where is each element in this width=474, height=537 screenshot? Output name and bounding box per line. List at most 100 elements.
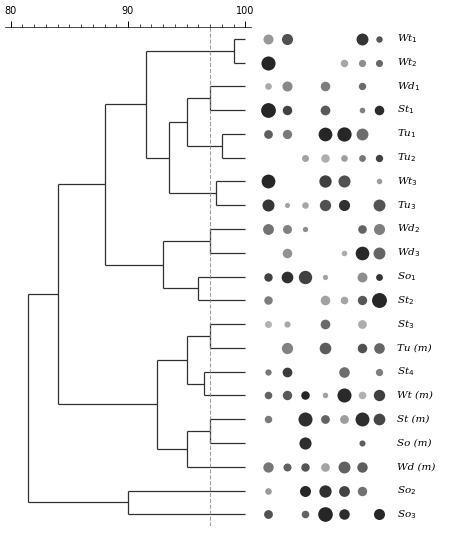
Text: Wt$_3$: Wt$_3$ <box>397 175 419 188</box>
Point <box>264 201 272 209</box>
Point <box>283 82 291 91</box>
Point <box>358 58 366 67</box>
Text: Tu$_3$: Tu$_3$ <box>397 199 417 212</box>
Point <box>283 462 291 471</box>
Point <box>340 415 347 424</box>
Point <box>264 177 272 186</box>
Point <box>283 106 291 114</box>
Text: Tu$_2$: Tu$_2$ <box>397 151 417 164</box>
Point <box>358 34 366 43</box>
Point <box>358 391 366 400</box>
Point <box>321 391 329 400</box>
Text: Wt$_2$: Wt$_2$ <box>397 56 418 69</box>
Point <box>358 249 366 257</box>
Point <box>301 201 309 209</box>
Point <box>375 296 383 304</box>
Point <box>321 462 329 471</box>
Point <box>321 272 329 281</box>
Point <box>264 129 272 138</box>
Text: Wt (m): Wt (m) <box>397 391 433 400</box>
Point <box>375 367 383 376</box>
Point <box>321 344 329 352</box>
Point <box>358 106 366 114</box>
Point <box>340 177 347 186</box>
Point <box>264 415 272 424</box>
Point <box>375 58 383 67</box>
Point <box>264 58 272 67</box>
Point <box>264 462 272 471</box>
Text: So$_2$: So$_2$ <box>397 484 417 497</box>
Point <box>264 367 272 376</box>
Point <box>340 296 347 304</box>
Point <box>283 129 291 138</box>
Text: St$_1$: St$_1$ <box>397 104 415 117</box>
Point <box>283 249 291 257</box>
Point <box>358 462 366 471</box>
Point <box>340 129 347 138</box>
Point <box>301 154 309 162</box>
Point <box>301 462 309 471</box>
Point <box>264 106 272 114</box>
Point <box>340 462 347 471</box>
Point <box>321 510 329 519</box>
Point <box>375 224 383 233</box>
Point <box>375 177 383 186</box>
Point <box>358 439 366 447</box>
Point <box>301 224 309 233</box>
Text: Wt$_1$: Wt$_1$ <box>397 32 419 45</box>
Point <box>358 224 366 233</box>
Point <box>340 367 347 376</box>
Point <box>283 201 291 209</box>
Point <box>358 82 366 91</box>
Point <box>340 58 347 67</box>
Point <box>301 487 309 495</box>
Point <box>321 415 329 424</box>
Point <box>340 391 347 400</box>
Text: Tu$_1$: Tu$_1$ <box>397 127 417 140</box>
Point <box>358 344 366 352</box>
Point <box>358 487 366 495</box>
Point <box>358 320 366 329</box>
Point <box>340 249 347 257</box>
Point <box>264 224 272 233</box>
Point <box>375 249 383 257</box>
Point <box>321 487 329 495</box>
Point <box>358 154 366 162</box>
Point <box>283 344 291 352</box>
Point <box>301 510 309 519</box>
Point <box>375 510 383 519</box>
Point <box>321 320 329 329</box>
Point <box>264 391 272 400</box>
Point <box>283 320 291 329</box>
Point <box>321 154 329 162</box>
Text: St$_4$: St$_4$ <box>397 365 415 378</box>
Point <box>358 415 366 424</box>
Point <box>301 415 309 424</box>
Point <box>340 201 347 209</box>
Point <box>375 391 383 400</box>
Point <box>375 34 383 43</box>
Point <box>283 34 291 43</box>
Text: St$_2$: St$_2$ <box>397 294 415 307</box>
Point <box>340 487 347 495</box>
Point <box>283 367 291 376</box>
Point <box>301 272 309 281</box>
Point <box>264 487 272 495</box>
Point <box>283 272 291 281</box>
Point <box>340 154 347 162</box>
Text: So$_1$: So$_1$ <box>397 270 417 283</box>
Point <box>321 201 329 209</box>
Point <box>264 82 272 91</box>
Point <box>375 106 383 114</box>
Text: St$_3$: St$_3$ <box>397 318 415 330</box>
Point <box>264 272 272 281</box>
Point <box>283 391 291 400</box>
Point <box>358 272 366 281</box>
Point <box>358 129 366 138</box>
Point <box>283 224 291 233</box>
Text: St (m): St (m) <box>397 415 430 424</box>
Point <box>264 320 272 329</box>
Point <box>264 510 272 519</box>
Point <box>321 177 329 186</box>
Text: Tu (m): Tu (m) <box>397 343 432 352</box>
